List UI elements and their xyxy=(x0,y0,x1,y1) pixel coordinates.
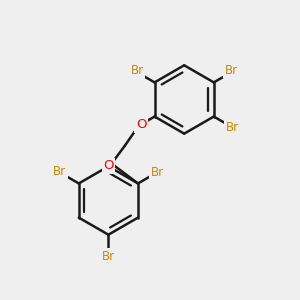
Text: Br: Br xyxy=(151,166,164,179)
Text: Br: Br xyxy=(53,165,66,178)
Text: Br: Br xyxy=(225,64,238,77)
Text: O: O xyxy=(103,159,114,172)
Text: Br: Br xyxy=(226,121,239,134)
Text: Br: Br xyxy=(102,250,115,262)
Text: Br: Br xyxy=(131,64,144,77)
Text: O: O xyxy=(136,118,146,131)
